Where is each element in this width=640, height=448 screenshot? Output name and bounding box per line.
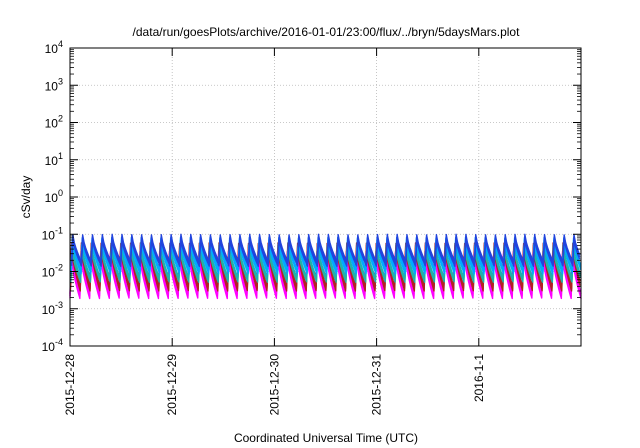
x-tick-label: 2015-12-28 [63, 354, 77, 416]
chart-title: /data/run/goesPlots/archive/2016-01-01/2… [133, 25, 521, 39]
y-tick-label: 10-2 [42, 263, 63, 280]
x-axis-label: Coordinated Universal Time (UTC) [234, 431, 418, 445]
y-tick-label: 101 [45, 151, 63, 168]
x-tick-label: 2015-12-29 [165, 354, 179, 416]
x-tick-label: 2016-1-1 [472, 354, 486, 402]
y-tick-label: 10-4 [42, 337, 63, 354]
x-tick-label: 2015-12-31 [370, 354, 384, 416]
y-axis: 10-4 10-3 10-2 10-1 100 101 102 103 104 [42, 39, 581, 354]
series-line [70, 233, 581, 263]
y-axis-label: cSv/day [19, 176, 33, 219]
y-tick-label: 103 [45, 76, 63, 93]
x-axis: 2015-12-28 2015-12-29 2015-12-30 2015-12-31… [63, 48, 486, 415]
series-line [69, 250, 582, 295]
y-tick-label: 104 [45, 39, 63, 56]
y-tick-label: 10-1 [42, 225, 63, 242]
grid [70, 48, 581, 346]
y-tick-label: 100 [45, 188, 63, 205]
y-tick-label: 10-3 [42, 300, 63, 317]
y-tick-label: 102 [45, 114, 63, 131]
series-group [69, 233, 582, 300]
x-tick-label: 2015-12-30 [267, 354, 281, 416]
